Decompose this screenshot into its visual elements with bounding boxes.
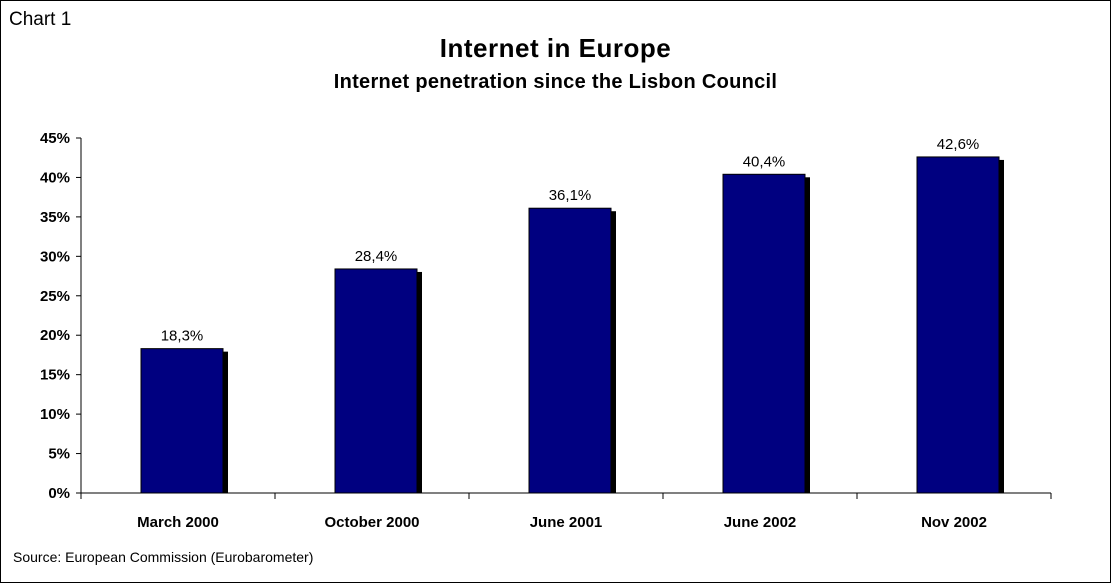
bar-data-label: 40,4% <box>743 153 786 170</box>
y-tick-label: 10% <box>40 406 70 423</box>
x-category-label: June 2001 <box>530 514 603 531</box>
x-category-label: June 2002 <box>724 514 797 531</box>
y-tick-label: 45% <box>40 130 70 147</box>
bar-data-label: 36,1% <box>549 187 592 204</box>
chart-subtitle: Internet penetration since the Lisbon Co… <box>333 71 778 93</box>
y-tick-label: 20% <box>40 327 70 344</box>
bar <box>722 173 806 494</box>
bar <box>140 348 224 494</box>
y-tick-label: 35% <box>40 209 70 226</box>
bar-data-label: 28,4% <box>355 248 398 265</box>
x-category-label: Nov 2002 <box>921 514 987 531</box>
y-tick-label: 15% <box>40 367 70 384</box>
y-tick-label: 25% <box>40 288 70 305</box>
bar-data-label: 18,3% <box>161 328 204 345</box>
chart-title: Internet in Europe <box>439 33 672 63</box>
x-category-label: October 2000 <box>324 514 419 531</box>
y-tick-label: 0% <box>48 485 70 502</box>
source-note: Source: European Commission (Eurobaromet… <box>13 549 314 565</box>
y-tick-label: 40% <box>40 169 70 186</box>
bar <box>528 207 612 494</box>
bar <box>334 268 418 494</box>
x-category-label: March 2000 <box>137 514 219 531</box>
chart-number-label: Chart 1 <box>9 9 72 30</box>
bar <box>916 156 1000 494</box>
y-tick-label: 30% <box>40 248 70 265</box>
bar-data-label: 42,6% <box>937 136 980 153</box>
y-tick-label: 5% <box>48 446 70 463</box>
